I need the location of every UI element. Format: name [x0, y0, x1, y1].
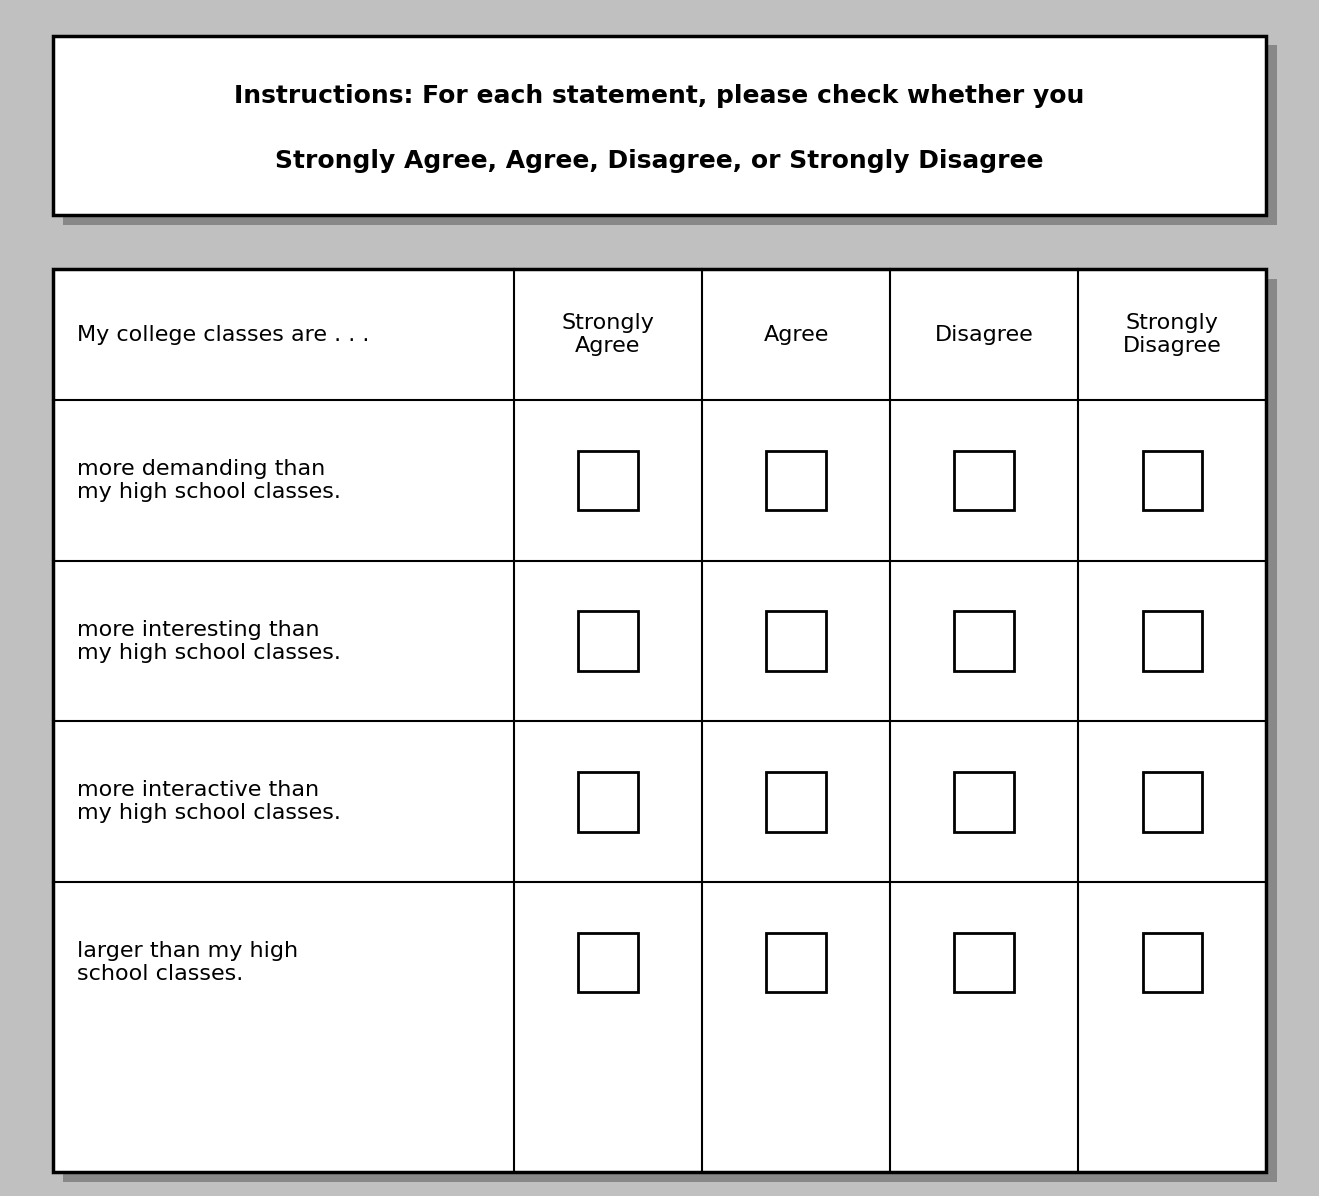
Text: Strongly
Disagree: Strongly Disagree	[1122, 313, 1221, 356]
Bar	[578, 773, 637, 831]
FancyBboxPatch shape	[63, 279, 1277, 1182]
Text: My college classes are . . .: My college classes are . . .	[77, 324, 369, 344]
Bar	[1142, 933, 1202, 993]
Bar	[1142, 451, 1202, 509]
Text: more interesting than
my high school classes.: more interesting than my high school cla…	[77, 620, 340, 663]
Text: Strongly
Agree: Strongly Agree	[562, 313, 654, 356]
Bar	[955, 451, 1014, 509]
Bar	[766, 451, 826, 509]
Text: more interactive than
my high school classes.: more interactive than my high school cla…	[77, 780, 340, 824]
Bar	[766, 773, 826, 831]
Bar	[766, 611, 826, 671]
Text: Strongly Agree, Agree, Disagree, or Strongly Disagree: Strongly Agree, Agree, Disagree, or Stro…	[276, 150, 1043, 173]
Bar	[578, 451, 637, 509]
FancyBboxPatch shape	[63, 45, 1277, 225]
Bar	[578, 933, 637, 993]
Text: Disagree: Disagree	[935, 324, 1034, 344]
Text: larger than my high
school classes.: larger than my high school classes.	[77, 941, 298, 984]
Text: Agree: Agree	[764, 324, 828, 344]
Bar	[1142, 773, 1202, 831]
Bar	[1142, 611, 1202, 671]
Bar	[766, 933, 826, 993]
Bar	[955, 611, 1014, 671]
Bar	[955, 773, 1014, 831]
Bar	[578, 611, 637, 671]
FancyBboxPatch shape	[53, 36, 1266, 215]
Text: more demanding than
my high school classes.: more demanding than my high school class…	[77, 459, 340, 502]
Text: Instructions: For each statement, please check whether you: Instructions: For each statement, please…	[235, 84, 1084, 108]
Bar	[955, 933, 1014, 993]
FancyBboxPatch shape	[53, 269, 1266, 1172]
